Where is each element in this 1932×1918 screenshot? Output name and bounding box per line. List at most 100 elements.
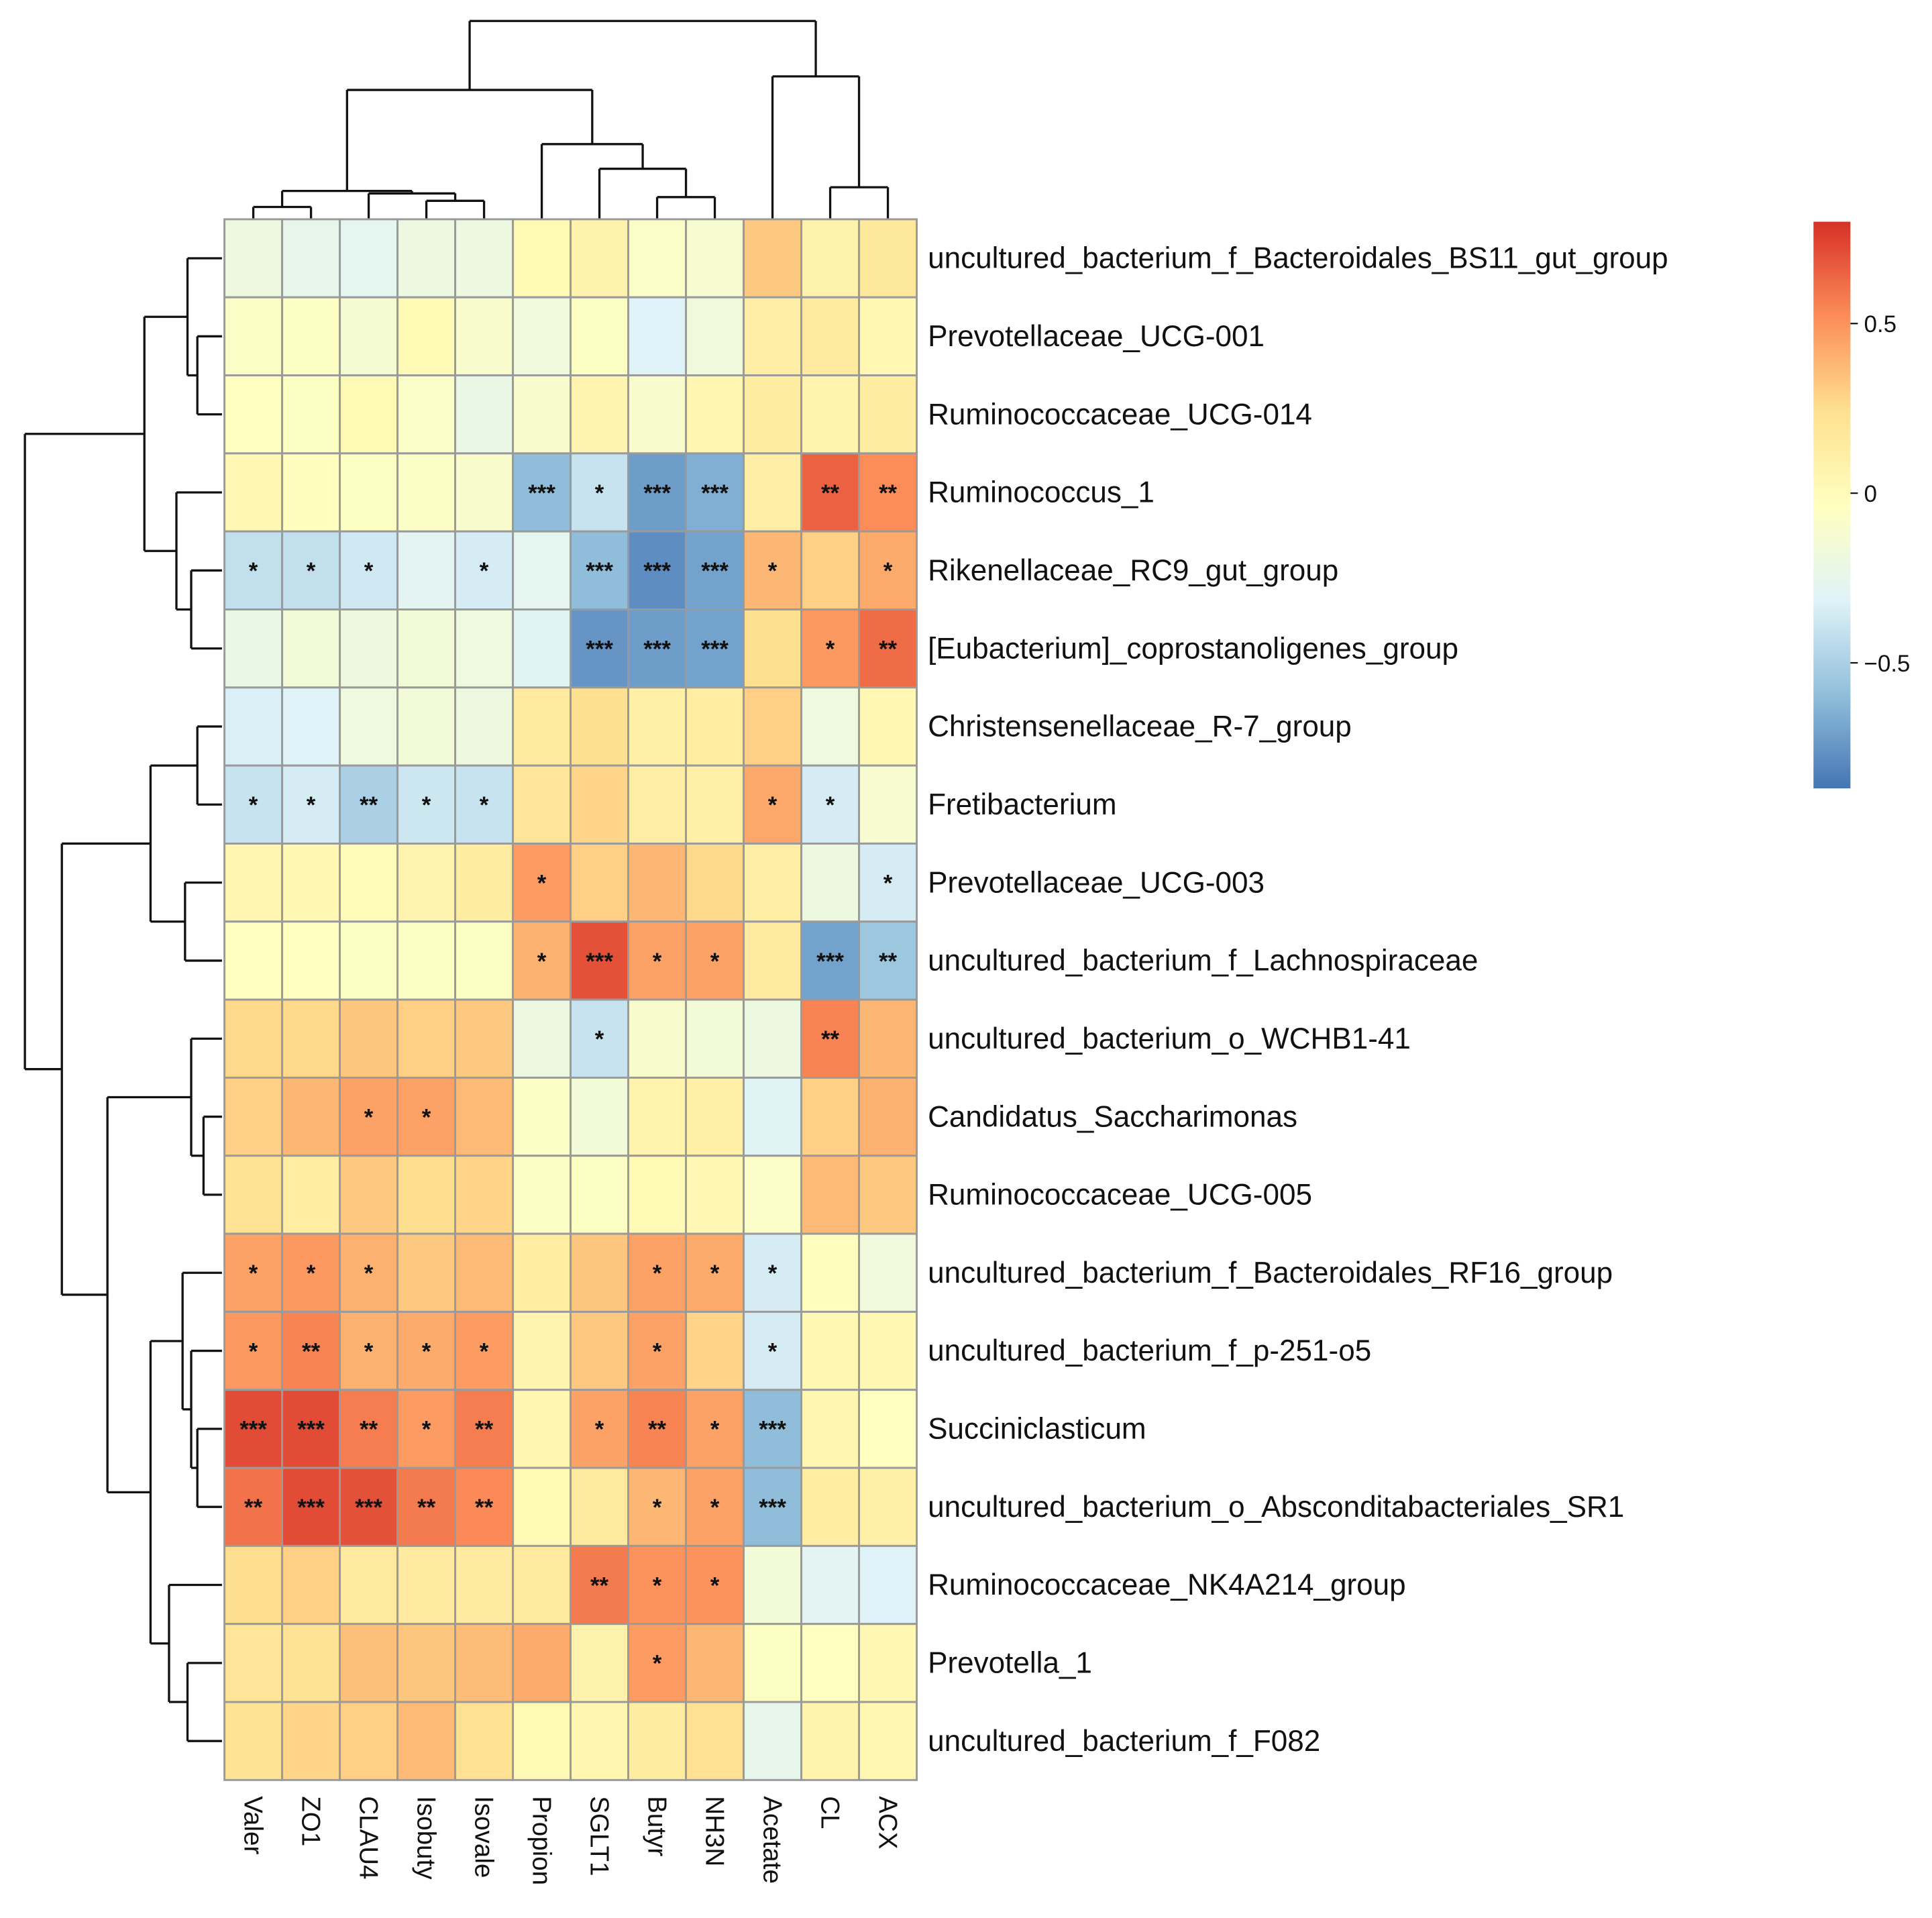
heatmap-cell <box>570 686 630 767</box>
significance-label: ** <box>879 949 898 975</box>
heatmap-cell <box>454 686 515 767</box>
column-label: Butyr <box>643 1796 672 1856</box>
significance-label: * <box>249 558 258 584</box>
heatmap-cell <box>627 1155 688 1235</box>
row-label: Succiniclasticum <box>928 1413 1146 1446</box>
heatmap-cell <box>223 920 284 1001</box>
row-dendrogram <box>23 257 222 1742</box>
significance-label: *** <box>759 1495 786 1521</box>
significance-marks: *** * *** *** ** *** * * * *** *** *** * **** *** *** * *… <box>239 480 897 1677</box>
row-label: Ruminococcaceae_NK4A214_group <box>928 1568 1406 1601</box>
heatmap-cell <box>339 686 399 767</box>
heatmap-cell <box>743 374 803 455</box>
significance-label: * <box>710 1417 720 1443</box>
heatmap-cell <box>685 452 745 533</box>
heatmap-cell <box>396 530 457 610</box>
heatmap-cell <box>627 218 688 299</box>
heatmap-cell <box>281 1623 341 1703</box>
significance-label: * <box>653 1495 662 1521</box>
significance-label: * <box>653 1338 662 1365</box>
heatmap-cell <box>396 998 457 1079</box>
significance-label: *** <box>528 480 555 507</box>
row-label: Ruminococcaceae_UCG-014 <box>928 398 1312 431</box>
heatmap-cell <box>570 374 630 455</box>
heatmap-cell <box>858 1310 918 1391</box>
heatmap-cell <box>858 1701 918 1781</box>
significance-label: *** <box>586 558 613 584</box>
heatmap-cell <box>743 530 803 610</box>
significance-label: ** <box>590 1573 609 1599</box>
significance-label: *** <box>643 558 671 584</box>
significance-label: * <box>422 1417 431 1443</box>
significance-label: * <box>653 1651 662 1677</box>
heatmap-cell <box>743 1310 803 1391</box>
heatmap-cell <box>800 764 861 845</box>
heatmap-cell <box>454 1232 515 1313</box>
heatmap-cell <box>512 608 572 689</box>
heatmap-cell <box>858 296 918 376</box>
heatmap-cell <box>627 1544 688 1626</box>
row-label: Candidatus_Saccharimonas <box>928 1100 1297 1133</box>
heatmap-cell <box>685 1623 745 1703</box>
heatmap-cell <box>339 1310 399 1391</box>
heatmap-cell <box>396 218 457 299</box>
heatmap-cell <box>685 764 745 845</box>
significance-label: *** <box>586 636 613 662</box>
heatmap-cell <box>281 374 341 455</box>
heatmap-cell <box>281 296 341 376</box>
significance-label: * <box>710 1495 720 1521</box>
heatmap-cell <box>454 998 515 1079</box>
heatmap-cell <box>339 842 399 923</box>
heatmap-cell <box>396 374 457 455</box>
legend-gradient-bar <box>1813 221 1851 789</box>
heatmap-cell <box>627 686 688 767</box>
heatmap-cell <box>512 842 572 923</box>
heatmap-cell <box>570 452 630 533</box>
significance-label: *** <box>701 636 729 662</box>
significance-label: * <box>768 792 777 818</box>
row-labels: uncultured_bacterium_f_Bacteroidales_BS1… <box>928 242 1668 1758</box>
significance-label: * <box>537 949 547 975</box>
significance-label: ** <box>302 1338 321 1365</box>
heatmap-cell <box>339 374 399 455</box>
heatmap-cell <box>512 374 572 455</box>
significance-label: * <box>595 1026 604 1053</box>
significance-label: * <box>364 1104 374 1130</box>
heatmap-cell <box>396 764 457 845</box>
heatmap-cell <box>743 1155 803 1235</box>
heatmap-cell <box>743 1544 803 1626</box>
heatmap-cell <box>858 764 918 845</box>
significance-label: ** <box>475 1495 494 1521</box>
significance-label: * <box>595 480 604 507</box>
significance-label: * <box>768 1261 777 1287</box>
column-label: ACX <box>873 1796 902 1849</box>
heatmap-cell <box>685 374 745 455</box>
heatmap-cell <box>454 1623 515 1703</box>
heatmap-cell <box>281 842 341 923</box>
row-label: uncultured_bacterium_f_Lachnospiraceae <box>928 945 1478 977</box>
legend-tick-label: 0 <box>1864 481 1877 507</box>
heatmap-cell <box>396 1155 457 1235</box>
significance-label: ** <box>821 1026 840 1053</box>
heatmap-cell <box>512 1701 572 1781</box>
heatmap-cell <box>281 998 341 1079</box>
significance-label: * <box>537 870 547 896</box>
heatmap-cell <box>396 296 457 376</box>
column-label: CLAU4 <box>354 1796 383 1879</box>
heatmap-cell <box>339 998 399 1079</box>
heatmap-cell <box>396 1310 457 1391</box>
significance-label: * <box>883 558 893 584</box>
column-labels: Valer ZO1 CLAU4 Isobuty Isovale Propion SGLT1 B… <box>239 1796 902 1885</box>
heatmap-cell <box>396 1623 457 1703</box>
significance-label: ** <box>360 1417 378 1443</box>
heatmap-cell <box>800 530 861 610</box>
significance-label: * <box>710 1573 720 1599</box>
significance-label: * <box>307 792 316 818</box>
heatmap-cell <box>685 296 745 376</box>
heatmap-cell <box>570 296 630 376</box>
heatmap-cell <box>454 218 515 299</box>
column-label: Isobuty <box>412 1796 441 1880</box>
heatmap-cell <box>339 608 399 689</box>
significance-label: * <box>480 558 489 584</box>
significance-label: *** <box>643 480 671 507</box>
